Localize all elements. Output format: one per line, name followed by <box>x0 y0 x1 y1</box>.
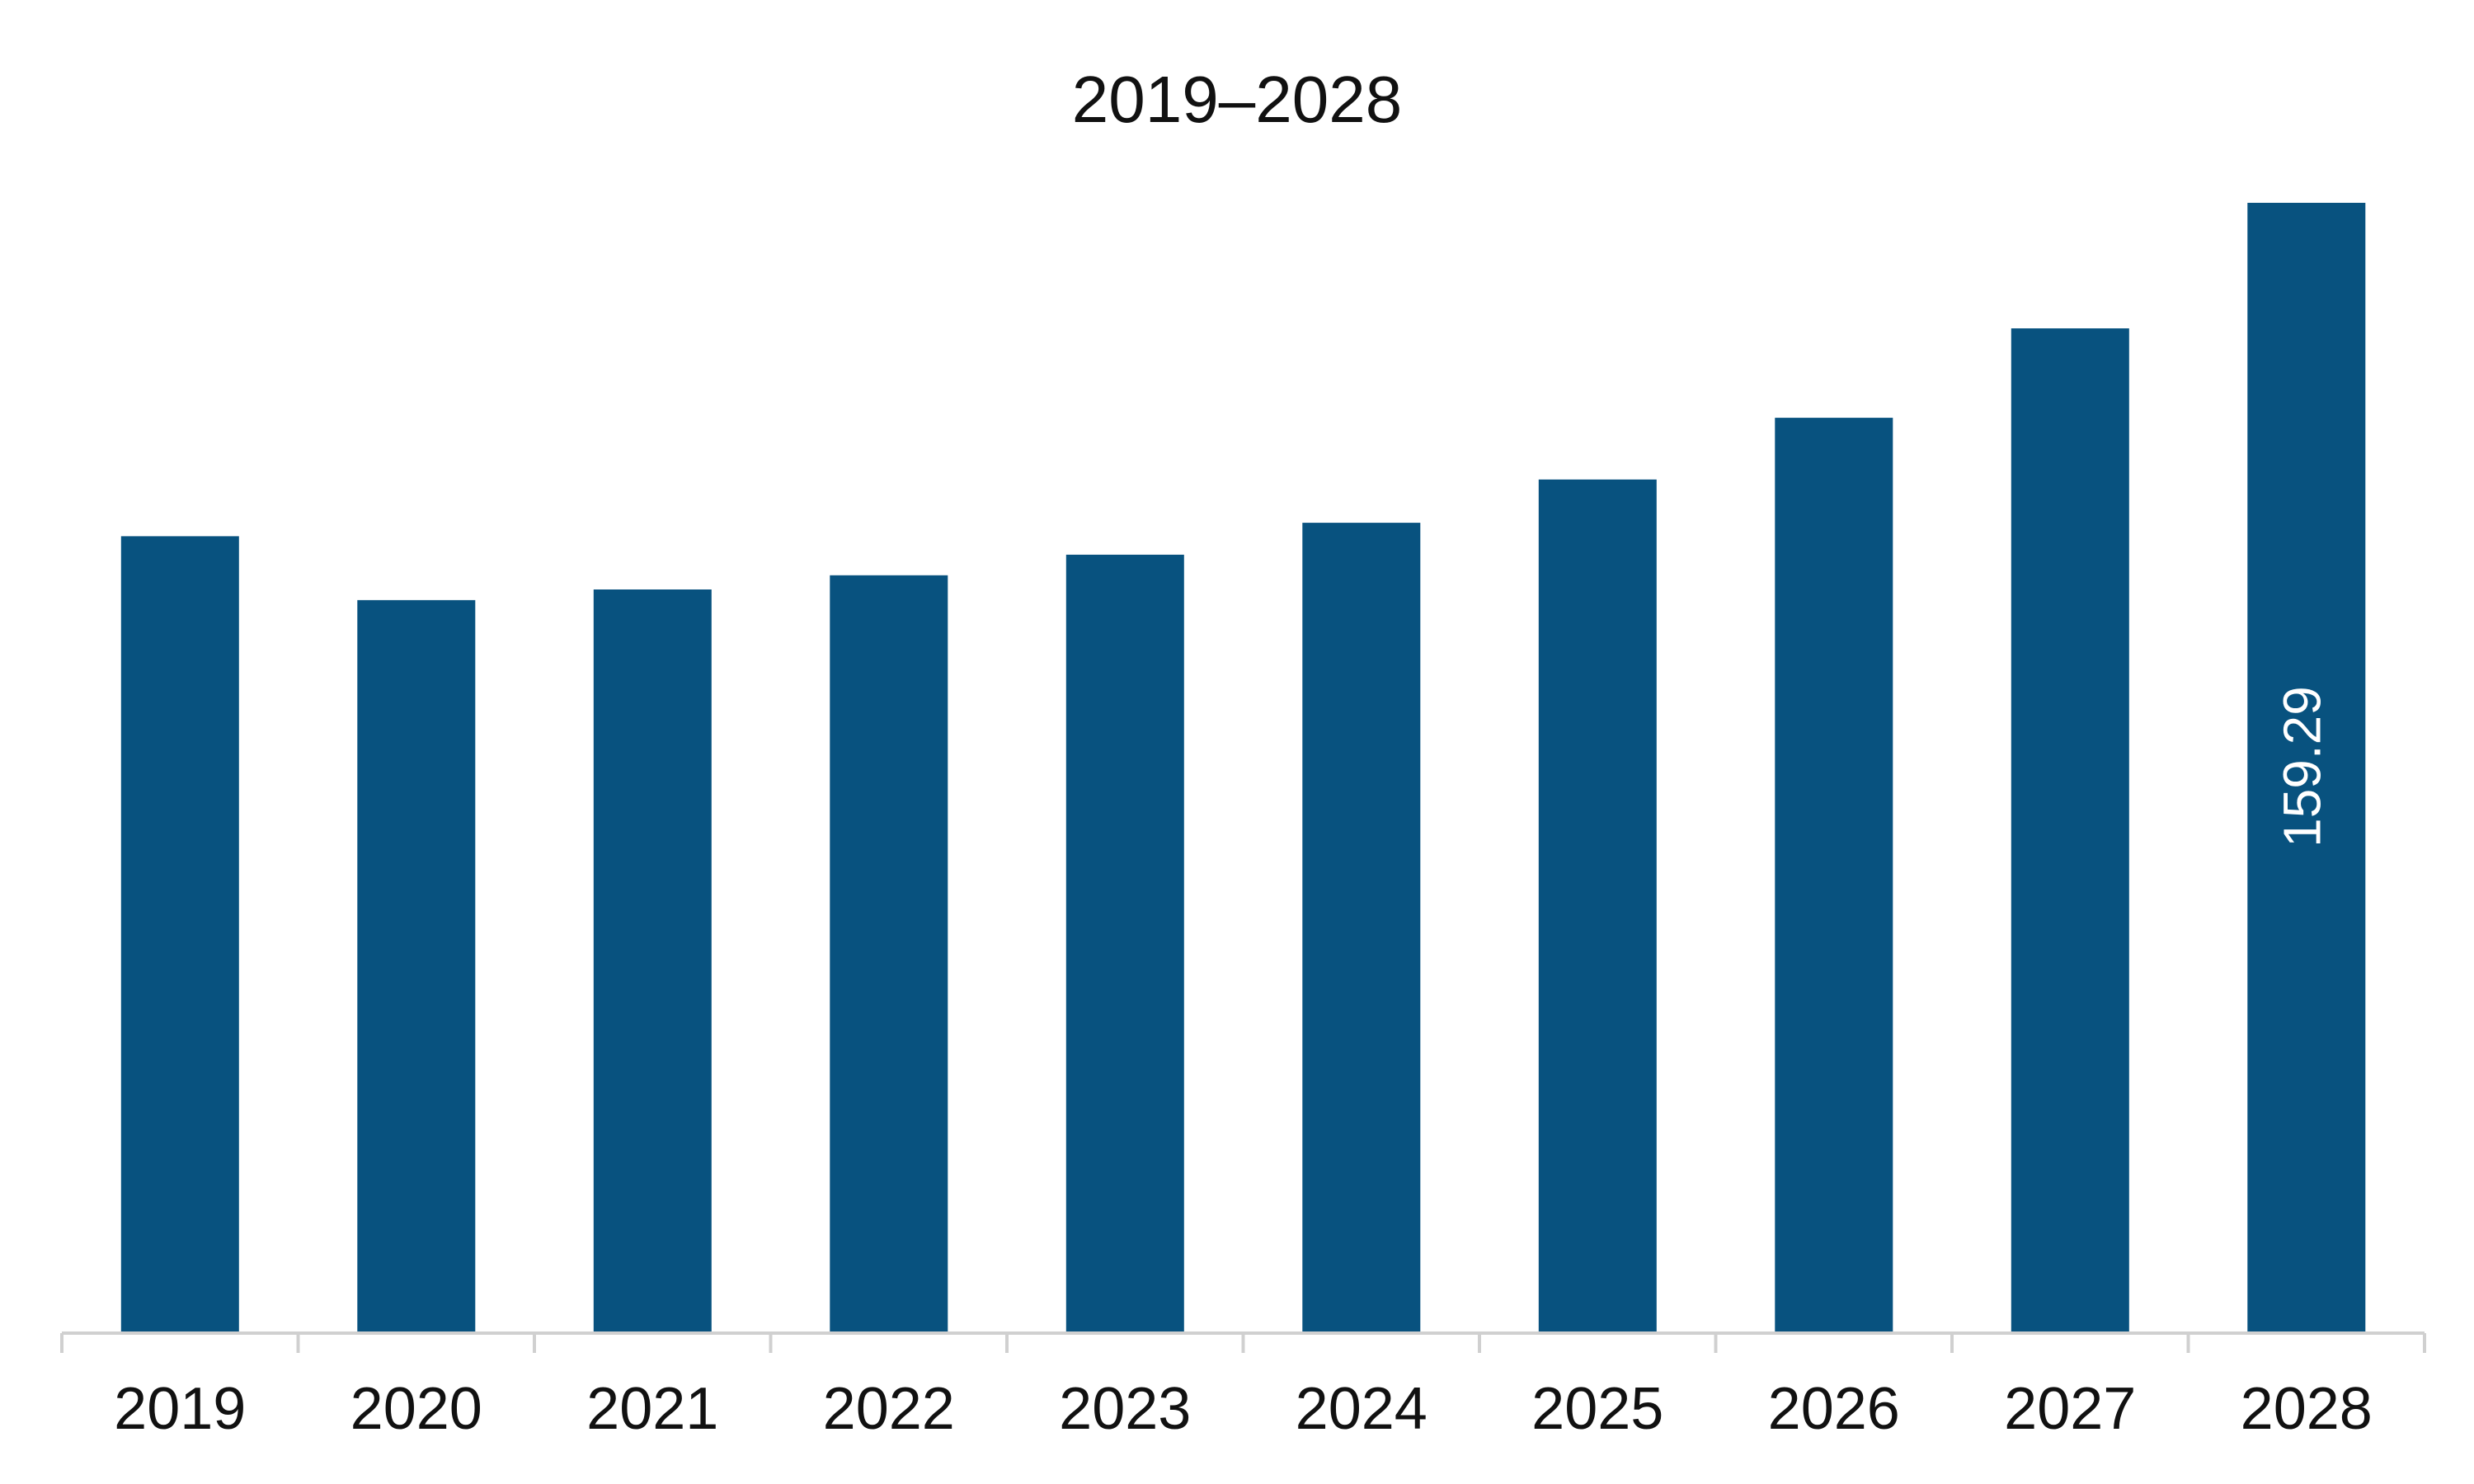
x-tick-label-2023: 2023 <box>1059 1376 1191 1442</box>
labels-layer: 2019 2020 2021 2022 2023 2024 2025 2026 2027 159.… <box>114 686 2373 1442</box>
x-axis <box>60 1331 2426 1353</box>
x-tick-label-2027: 2027 <box>2004 1376 2136 1442</box>
bar-2028 <box>2247 203 2366 1333</box>
bar-2026 <box>1775 417 1893 1334</box>
bar-2023 <box>1065 554 1184 1333</box>
data-label-2028: 159.29 <box>2273 686 2332 848</box>
x-tick-label-2021: 2021 <box>586 1376 718 1442</box>
bar-2025 <box>1538 479 1657 1333</box>
x-tick-label-2020: 2020 <box>350 1376 482 1442</box>
x-tick-label-2019: 2019 <box>114 1376 246 1442</box>
bar-2022 <box>830 575 948 1333</box>
bar-2021 <box>593 589 712 1333</box>
chart-title: 2019–2028 <box>1072 63 1402 136</box>
x-tick-label-2025: 2025 <box>1531 1376 1663 1442</box>
x-tick-label-2024: 2024 <box>1296 1376 1427 1442</box>
bar-2027 <box>2011 328 2129 1333</box>
bar-2024 <box>1302 523 1421 1333</box>
bars-layer <box>120 203 2366 1334</box>
bar-2020 <box>357 599 476 1333</box>
bar-2019 <box>120 536 239 1333</box>
x-tick-label-2022: 2022 <box>823 1376 955 1442</box>
x-tick-label-2028: 2028 <box>2241 1376 2373 1442</box>
x-tick-label-2026: 2026 <box>1768 1376 1900 1442</box>
